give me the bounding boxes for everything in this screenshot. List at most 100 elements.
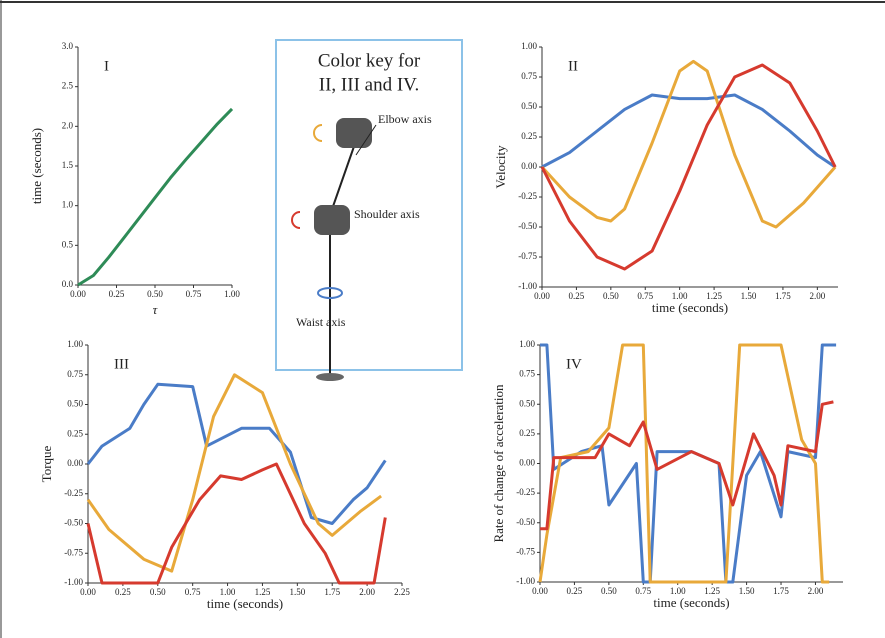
x-tick-label: 1.25 <box>704 586 720 596</box>
data-line <box>540 400 834 531</box>
x-tick-label: 0.00 <box>534 291 550 301</box>
key-box <box>275 39 463 371</box>
panel-label: II <box>568 58 578 74</box>
y-tick-label: -0.75 <box>518 251 537 261</box>
x-tick-label: 1.75 <box>324 587 340 597</box>
y-tick-label: 0.0 <box>62 279 74 289</box>
data-line <box>538 343 830 584</box>
x-tick-label: 1.00 <box>670 586 686 596</box>
y-tick-label: 1.00 <box>67 339 83 349</box>
y-tick-label: 0.00 <box>67 458 83 468</box>
y-axis-title: Torque <box>39 445 54 482</box>
y-tick-label: -0.75 <box>64 547 83 557</box>
x-tick-label: 2.25 <box>394 587 410 597</box>
x-tick-label: 0.50 <box>150 587 166 597</box>
x-tick-label: 0.00 <box>80 587 96 597</box>
x-axis-title: time (seconds) <box>207 596 283 611</box>
y-tick-label: -1.00 <box>516 576 535 586</box>
y-tick-label: 1.5 <box>62 160 74 170</box>
y-tick-label: -0.75 <box>516 546 535 556</box>
key-label: Shoulder axis <box>354 207 420 221</box>
y-tick-label: 1.00 <box>519 339 535 349</box>
y-tick-label: 0.75 <box>67 369 83 379</box>
data-line <box>77 107 234 287</box>
y-tick-label: 0.75 <box>519 369 535 379</box>
y-tick-label: -0.25 <box>518 191 537 201</box>
key-title: II, III and IV. <box>319 74 419 95</box>
x-tick-label: 1.25 <box>255 587 271 597</box>
x-tick-label: 1.50 <box>741 291 757 301</box>
key-label: Waist axis <box>296 315 346 329</box>
y-tick-label: 0.25 <box>519 428 535 438</box>
y-tick-label: 1.00 <box>521 41 537 51</box>
y-tick-label: 2.0 <box>62 120 74 130</box>
pointer <box>355 124 377 156</box>
base <box>316 373 344 381</box>
x-tick-label: 1.00 <box>220 587 236 597</box>
x-axis-title: time (seconds) <box>652 300 728 315</box>
waist-arrow <box>317 287 343 299</box>
y-tick-label: -0.50 <box>518 221 537 231</box>
y-tick-label: -0.25 <box>516 487 535 497</box>
x-axis-title: time (seconds) <box>653 595 729 610</box>
x-tick-label: 0.75 <box>185 587 201 597</box>
y-tick-label: 0.25 <box>67 428 83 438</box>
elbow-arrow <box>313 124 323 142</box>
x-tick-label: 0.75 <box>637 291 653 301</box>
y-tick-label: -1.00 <box>518 281 537 291</box>
y-tick-label: 1.0 <box>62 200 74 210</box>
x-tick-label: 1.75 <box>773 586 789 596</box>
shoulder-joint <box>314 205 350 235</box>
data-line <box>86 373 382 573</box>
y-tick-label: 3.0 <box>62 41 74 51</box>
y-tick-label: -0.25 <box>64 488 83 498</box>
data-line <box>540 343 837 584</box>
x-tick-label: 1.00 <box>672 291 688 301</box>
shoulder-arrow <box>291 211 301 229</box>
x-tick-label: 1.25 <box>706 291 722 301</box>
x-tick-label: 2.00 <box>809 291 825 301</box>
y-tick-label: 0.50 <box>521 101 537 111</box>
y-tick-label: -0.50 <box>64 518 83 528</box>
y-tick-label: 0.5 <box>62 239 74 249</box>
x-tick-label: 1.75 <box>775 291 791 301</box>
x-tick-label: 0.50 <box>147 289 163 299</box>
arm <box>329 134 359 216</box>
x-tick-label: 2.00 <box>359 587 375 597</box>
x-tick-label: 0.75 <box>635 586 651 596</box>
y-tick-label: 2.5 <box>62 81 74 91</box>
x-tick-label: 0.00 <box>70 289 86 299</box>
y-tick-label: 0.75 <box>521 71 537 81</box>
x-tick-label: 0.25 <box>115 587 131 597</box>
color-key: Color key for II, III and IV. Elbow axis… <box>275 39 463 381</box>
y-axis-title: time (seconds) <box>29 128 44 204</box>
x-tick-label: 0.00 <box>532 586 548 596</box>
x-tick-label: 0.25 <box>569 291 585 301</box>
data-line <box>541 93 837 169</box>
y-axis-title: Rate of change of acceleration <box>491 384 506 543</box>
x-tick-label: 1.50 <box>289 587 305 597</box>
x-axis-title: τ <box>153 302 159 317</box>
x-tick-label: 1.50 <box>739 586 755 596</box>
data-line <box>86 462 387 585</box>
key-title: Color key for <box>318 50 421 71</box>
y-axis-title: Velocity <box>493 145 508 189</box>
y-tick-label: 0.00 <box>519 458 535 468</box>
x-tick-label: 0.50 <box>603 291 619 301</box>
x-tick-label: 2.00 <box>808 586 824 596</box>
y-tick-label: 0.50 <box>67 399 83 409</box>
data-line <box>540 59 837 229</box>
panel-label: I <box>104 58 109 74</box>
panel-label: III <box>114 356 129 372</box>
elbow-joint <box>336 118 372 148</box>
x-tick-label: 0.25 <box>109 289 125 299</box>
y-tick-label: 0.00 <box>521 161 537 171</box>
data-line <box>86 382 387 525</box>
y-tick-label: 0.25 <box>521 131 537 141</box>
y-tick-label: -0.50 <box>516 517 535 527</box>
data-line <box>540 63 837 271</box>
x-tick-label: 1.00 <box>224 289 240 299</box>
x-tick-label: 0.25 <box>567 586 583 596</box>
x-tick-label: 0.50 <box>601 586 617 596</box>
